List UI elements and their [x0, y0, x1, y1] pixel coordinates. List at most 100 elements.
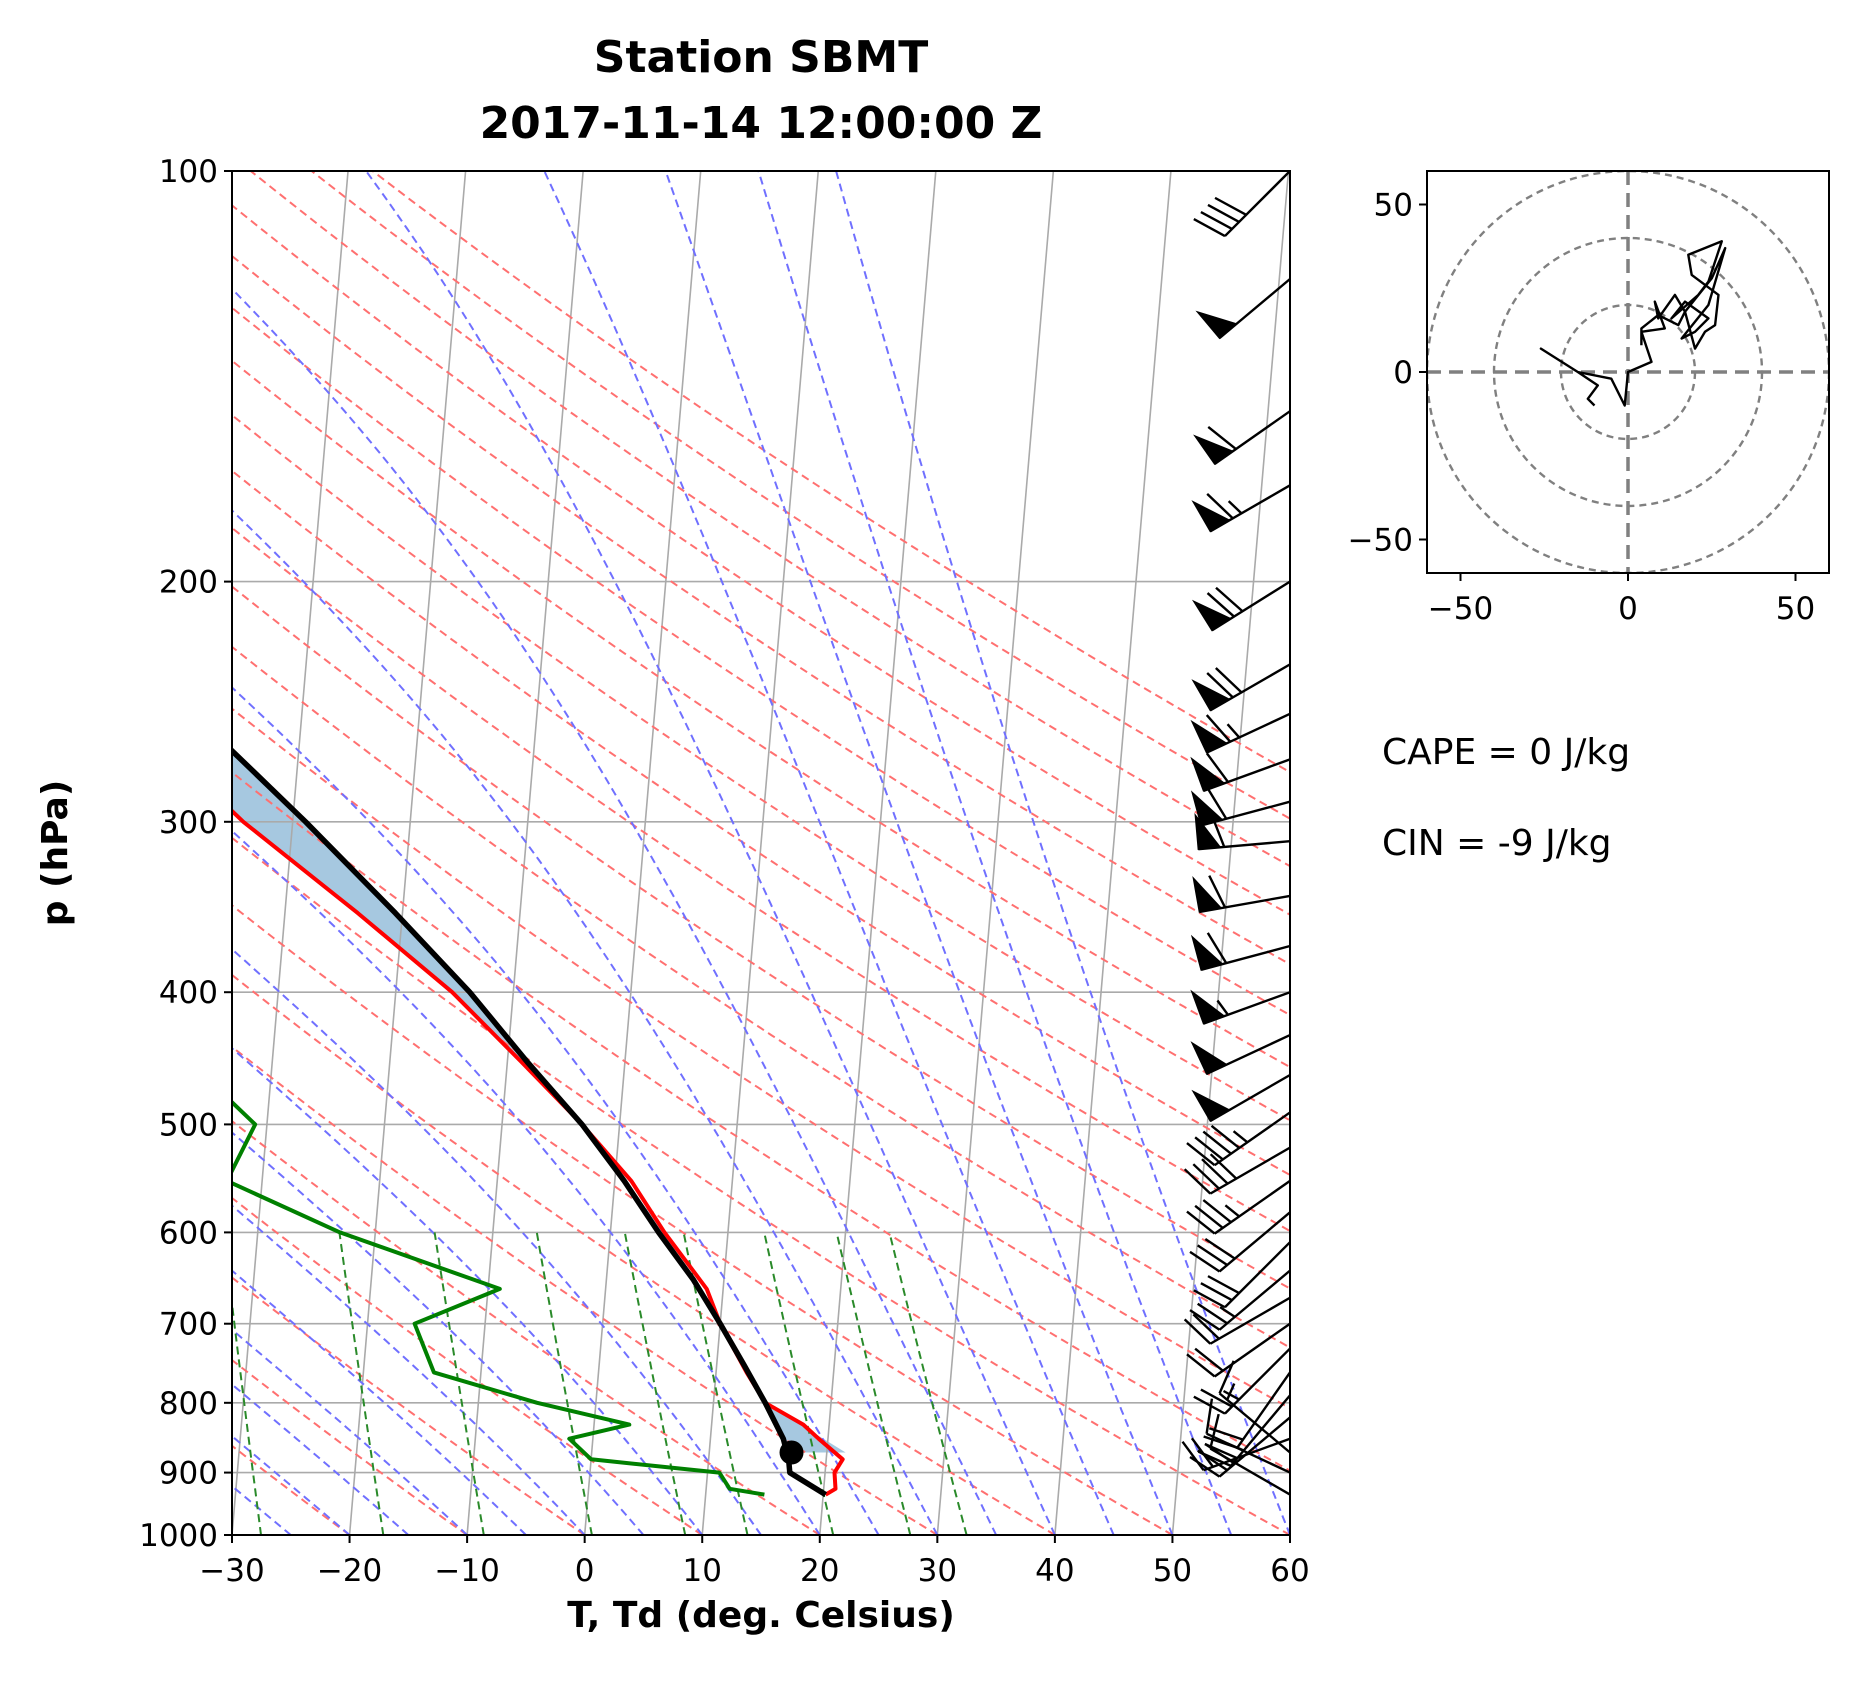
mixing-ratio-line — [535, 1232, 593, 1535]
barb-full — [1183, 1168, 1212, 1195]
wind-barb — [1183, 1296, 1291, 1345]
isobar-grid — [232, 580, 1290, 1474]
barb-flag — [1190, 1041, 1229, 1075]
x-tick-label: −20 — [317, 1553, 382, 1589]
barb-full — [1215, 667, 1243, 694]
hodograph-y-tick-label: −50 — [1348, 523, 1413, 559]
dry-adiabat-line — [232, 771, 1290, 1472]
isotherm-line — [466, 171, 584, 1535]
wind-barb — [1190, 787, 1291, 827]
hodograph-x-tick-label: −50 — [1428, 591, 1493, 627]
moist-adiabat-line — [757, 171, 1233, 1535]
moist-adiabat-line — [232, 287, 998, 1535]
dry-adiabat-line — [232, 645, 1290, 1349]
y-tick-label: 700 — [159, 1307, 218, 1343]
barb-flag — [1195, 310, 1238, 340]
wind-barb — [1190, 989, 1291, 1025]
wind-barb — [1195, 278, 1291, 340]
y-tick-label: 100 — [159, 154, 218, 190]
moist-adiabat-line — [835, 171, 1290, 1535]
moist-adiabat-line — [232, 829, 821, 1535]
dry-adiabat-line — [232, 1196, 703, 1535]
mixing-ratio-line — [338, 1232, 385, 1535]
y-tick-label: 900 — [159, 1456, 218, 1492]
y-axis-label: p (hPa) — [35, 780, 76, 927]
wind-barb — [1193, 410, 1291, 466]
barb-full — [1197, 1302, 1228, 1325]
x-tick-label: 10 — [682, 1553, 721, 1589]
barb-full — [1194, 1347, 1224, 1372]
barb-staff — [1224, 1347, 1291, 1415]
wind-barb — [1189, 1416, 1291, 1478]
mixing-ratio-line — [835, 1232, 912, 1535]
dry-adiabat-line — [232, 254, 1290, 966]
x-tick-label: 40 — [1035, 1553, 1074, 1589]
y-tick-label: 200 — [159, 565, 218, 601]
barb-half — [1226, 1383, 1236, 1401]
isotherm-line — [348, 171, 467, 1535]
x-axis-ticks: −30 −20 −10 0 10 20 30 40 50 60 — [199, 1535, 1310, 1589]
barb-full — [1205, 752, 1229, 783]
barb-half — [1219, 1306, 1236, 1318]
x-tick-label: 0 — [575, 1553, 595, 1589]
moist-adiabat-line — [232, 1328, 468, 1535]
lcl-marker — [779, 1440, 804, 1465]
mixing-ratio-line — [433, 1232, 485, 1535]
moist-adiabat-line — [232, 1434, 351, 1535]
temperature-line — [232, 808, 845, 1497]
barb-full — [1214, 196, 1247, 216]
dry-adiabat-line — [232, 1119, 821, 1535]
barb-flag — [1191, 599, 1233, 632]
moist-adiabat-line — [232, 509, 939, 1535]
barb-half — [1216, 999, 1229, 1016]
barb-half — [1222, 1389, 1240, 1401]
moist-adiabat-line — [664, 171, 1174, 1535]
barb-staff — [1224, 1241, 1291, 1309]
barb-flag — [1192, 876, 1223, 913]
wind-barb — [1189, 1211, 1291, 1273]
dry-adiabats — [232, 171, 1290, 1535]
barb-staff — [1218, 1269, 1291, 1331]
isotherm-line — [936, 171, 1055, 1535]
dry-adiabat-line — [232, 707, 1290, 1410]
y-tick-label: 1000 — [139, 1518, 218, 1554]
dry-adiabat-line — [232, 836, 1290, 1535]
hodograph-x-tick-label: 50 — [1776, 591, 1815, 627]
barb-flag — [1190, 934, 1224, 971]
barb-full — [1206, 932, 1228, 964]
hodograph: −50 0 50 50 0 −50 — [1348, 170, 1830, 627]
barb-full — [1206, 493, 1234, 520]
barb-full — [1207, 425, 1237, 450]
y-tick-label: 600 — [159, 1215, 218, 1251]
wind-barb — [1193, 1241, 1291, 1309]
skewt-plot: −30 −20 −10 0 10 20 30 40 50 60 100 200 300 400 500 60… — [139, 154, 1310, 1589]
barb-full — [1210, 1124, 1240, 1149]
barb-flag — [1190, 790, 1224, 827]
barb-full — [1193, 218, 1226, 238]
barb-full — [1202, 1130, 1232, 1155]
barb-full — [1208, 1427, 1244, 1441]
wind-barb — [1186, 1111, 1291, 1167]
wind-barb — [1192, 875, 1291, 914]
barb-full — [1207, 1275, 1240, 1295]
barb-flag — [1191, 679, 1231, 712]
barb-full — [1194, 1136, 1224, 1161]
barb-full — [1208, 875, 1227, 908]
barb-full — [1207, 203, 1240, 223]
barb-full — [1203, 1435, 1238, 1449]
barb-full — [1202, 1199, 1232, 1224]
barb-staff — [1209, 1146, 1291, 1195]
isotherm-line — [1171, 171, 1290, 1535]
barb-full — [1189, 1455, 1221, 1478]
cin-area — [232, 750, 846, 1453]
barb-staff — [1213, 1111, 1291, 1167]
y-tick-label: 500 — [159, 1107, 218, 1143]
dry-adiabat-line — [232, 904, 1173, 1535]
dry-adiabat-line — [232, 1045, 938, 1535]
isotherm-line — [818, 171, 937, 1535]
wind-barb — [1191, 580, 1291, 632]
barb-staff — [1213, 1322, 1291, 1378]
barb-staff — [1218, 1211, 1291, 1273]
hodograph-x-tick-label: 0 — [1618, 591, 1638, 627]
wind-barb — [1193, 170, 1291, 238]
